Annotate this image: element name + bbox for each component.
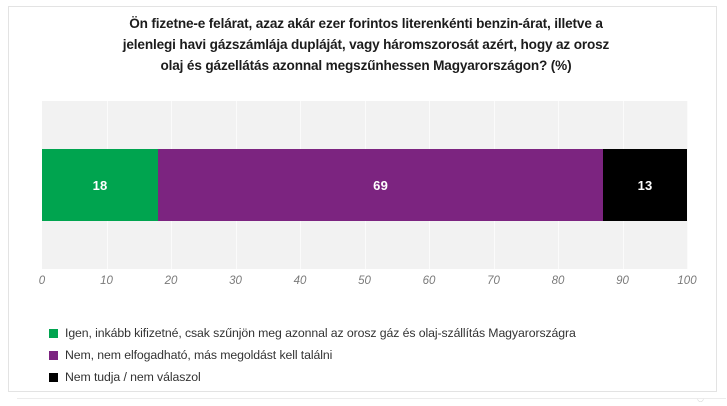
x-axis-tick-label: 50	[358, 275, 371, 287]
gridline	[687, 101, 688, 269]
legend-item[interactable]: Nem tudja / nem válaszol	[49, 366, 699, 388]
legend-label: Nem tudja / nem válaszol	[65, 370, 201, 384]
bar-segment: 69	[158, 149, 604, 221]
legend-swatch-icon	[49, 350, 58, 360]
legend-item[interactable]: Igen, inkább kifizetné, csak szűnjön meg…	[49, 322, 699, 344]
x-axis-tick-label: 30	[229, 275, 242, 287]
bar-segment-value: 18	[92, 177, 108, 193]
stacked-bar: 18 69 13	[42, 149, 687, 221]
chart-title-line-2: jelenlegi havi gázszámlája dupláját, vag…	[122, 37, 610, 52]
chart-title-line-3: olaj és gázellátás azonnal megszűnhessen…	[160, 58, 572, 73]
legend-swatch-icon	[49, 328, 58, 338]
corner-artifact: ◡	[697, 394, 704, 403]
legend-item[interactable]: Nem, nem elfogadható, más megoldást kell…	[49, 344, 699, 366]
x-axis-tick-label: 20	[164, 275, 178, 287]
x-axis-tick-label: 100	[677, 275, 697, 287]
chart-legend: Igen, inkább kifizetné, csak szűnjön meg…	[49, 322, 699, 388]
legend-label: Nem, nem elfogadható, más megoldást kell…	[65, 348, 333, 362]
plot-area: 18 69 13	[42, 101, 688, 269]
x-axis-tick-label: 80	[551, 275, 565, 287]
chart-card: Ön fizetne-e felárat, azaz akár ezer for…	[8, 6, 726, 403]
x-axis-tick-label: 70	[487, 275, 500, 287]
x-axis: 0 10 20 30 40 50 60 70 80 90 100	[38, 275, 697, 295]
bar-segment: 18	[42, 149, 159, 221]
x-axis-tick-label: 40	[293, 275, 307, 287]
footer-divider	[17, 398, 726, 399]
bar-segment: 13	[603, 149, 687, 221]
legend-swatch-icon	[49, 372, 58, 382]
bar-segment-value: 13	[637, 177, 653, 193]
legend-label: Igen, inkább kifizetné, csak szűnjön meg…	[65, 326, 576, 340]
chart-title: Ön fizetne-e felárat, azaz akár ezer for…	[61, 13, 671, 76]
x-axis-tick-label: 60	[422, 275, 436, 287]
x-axis-tick-label: 10	[100, 275, 113, 287]
x-axis-tick-label: 90	[616, 275, 629, 287]
chart-title-line-1: Ön fizetne-e felárat, azaz akár ezer for…	[129, 16, 603, 31]
bar-segment-value: 69	[373, 177, 389, 193]
x-axis-tick-label: 0	[38, 275, 46, 287]
